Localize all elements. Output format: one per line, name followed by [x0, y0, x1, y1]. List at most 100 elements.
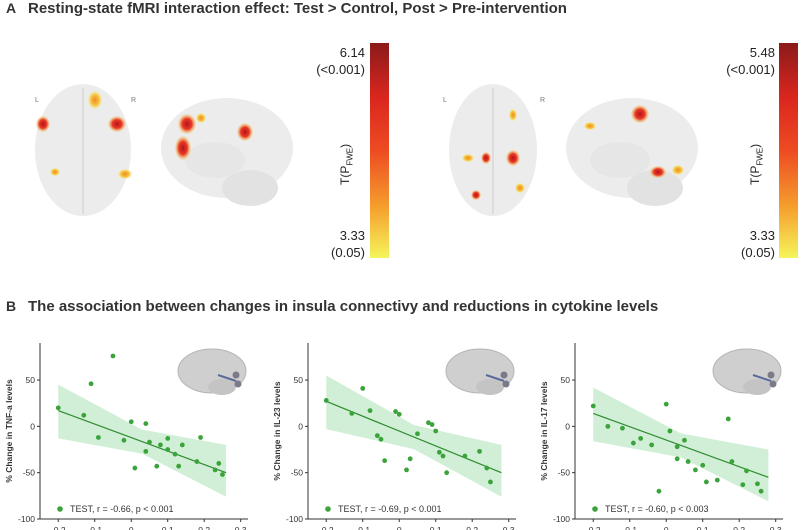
data-point: [630, 440, 636, 446]
x-tick-label: 0.2: [733, 525, 745, 530]
y-tick-label: 0: [298, 421, 303, 431]
data-point: [667, 428, 673, 434]
data-point: [638, 436, 644, 441]
y-tick-label: -50: [291, 468, 304, 478]
data-point: [147, 439, 152, 445]
data-point: [158, 442, 163, 448]
y-axis-label: % Change in TNF-a levels: [4, 379, 14, 483]
cbar-right-axis-main: T(P: [748, 165, 762, 185]
data-point: [55, 405, 61, 411]
y-axis-label: % Change in IL-23 levels: [272, 381, 282, 480]
brain-axial-view-right: [449, 84, 537, 216]
data-point: [393, 409, 398, 414]
cbar-left-axis-sub: FWE: [345, 147, 355, 166]
data-point: [172, 451, 178, 457]
confidence-band: [58, 384, 227, 497]
data-point: [656, 488, 662, 494]
regression-line: [593, 412, 769, 478]
cbar-right-axis-sub: FWE: [755, 147, 765, 166]
x-tick-label: 0.1: [162, 525, 174, 530]
scatter-plot-il-23: -100 -50 0 50 -0.2 -0.1 0 0.1 0.2 0.3 % Change in …: [272, 343, 516, 530]
data-point: [755, 481, 760, 487]
x-tick-label: -0.1: [87, 525, 102, 530]
confidence-band: [593, 387, 769, 502]
data-point: [693, 467, 698, 473]
scatter-plot-tnf-a: -100 -50 0 50 -0.2 -0.1 0 0.1 0.2 0.3 % Change in …: [4, 343, 248, 530]
brain-right-label-r: R: [540, 97, 546, 104]
data-point: [744, 468, 749, 474]
data-point: [700, 462, 706, 468]
cbar-right-axis-close: ): [748, 143, 762, 148]
data-point: [682, 437, 687, 443]
data-point: [176, 463, 182, 469]
cbar-left-bottom-value: 3.33: [339, 228, 365, 243]
data-point: [212, 467, 218, 473]
brain-sagittal-view-left: [161, 98, 293, 206]
data-point: [433, 428, 439, 434]
x-tick-label: 0.3: [770, 525, 782, 530]
data-point: [620, 425, 625, 431]
data-point: [165, 436, 171, 441]
brain-icon-node: [500, 371, 508, 379]
brain-axial-view-left: [35, 84, 132, 216]
brain-sagittal-view-right: [566, 98, 698, 206]
data-point: [88, 381, 94, 387]
x-tick-label: 0.1: [697, 525, 709, 530]
data-point: [605, 423, 611, 429]
data-point: [382, 458, 388, 464]
confidence-band: [326, 375, 502, 497]
y-tick-label: -100: [18, 514, 35, 524]
data-point: [444, 470, 450, 476]
cbar-right-axis-label: T(PFWE): [748, 144, 764, 185]
brain-insula-icon: [445, 348, 515, 395]
brain-right-label-l: L: [443, 97, 447, 104]
data-point: [685, 459, 691, 464]
y-tick-label: -50: [558, 468, 571, 478]
data-point: [81, 412, 87, 418]
cbar-left-top-p: (<0.001): [316, 62, 365, 77]
data-point: [128, 419, 134, 425]
data-point: [132, 465, 138, 471]
scatter-plot-il-17: -100 -50 0 50 -0.2 -0.1 0 0.1 0.2 0.3 % Change in …: [539, 343, 783, 530]
legend-label: TEST, r = -0.66, p < 0.001: [70, 504, 174, 514]
brain-icon-node: [234, 380, 242, 388]
brain-left-label-l: L: [35, 97, 39, 104]
cbar-left-top-value: 6.14: [339, 45, 365, 60]
cbar-left-axis-label: T(PFWE): [338, 144, 354, 185]
data-point: [360, 385, 366, 391]
cbar-left-axis-main: T(P: [338, 165, 352, 185]
x-tick-label: 0: [664, 525, 669, 530]
y-tick-label: 50: [561, 375, 571, 385]
panel-a-title: Resting-state fMRI interaction effect: T…: [28, 0, 567, 17]
data-point: [110, 353, 116, 359]
cbar-left-axis-close: ): [338, 143, 352, 148]
data-point: [674, 444, 680, 450]
brain-insula-icon: [177, 348, 247, 395]
panel-b-letter: B: [6, 298, 17, 314]
x-tick-label: 0.3: [235, 525, 247, 530]
brain-icon-cerebellum: [208, 379, 236, 395]
cbar-right-bottom-p: (0.05): [741, 245, 775, 260]
y-tick-label: 0: [565, 421, 570, 431]
brain-icon-node: [769, 380, 777, 388]
data-point: [374, 433, 380, 439]
data-point: [396, 411, 402, 417]
data-point: [462, 453, 468, 459]
x-tick-label: 0.2: [198, 525, 210, 530]
regression-line: [326, 400, 502, 474]
data-point: [407, 456, 413, 462]
data-point: [714, 477, 720, 483]
data-point: [429, 422, 435, 427]
data-point: [436, 449, 442, 455]
data-point: [725, 416, 731, 422]
data-point: [590, 403, 596, 409]
x-tick-label: -0.2: [319, 525, 334, 530]
brain-icon-node: [502, 380, 510, 388]
data-point: [484, 465, 490, 471]
data-point: [95, 435, 101, 440]
data-point: [488, 479, 493, 485]
x-tick-label: -0.1: [355, 525, 370, 530]
data-point: [649, 442, 655, 448]
brain-left-label-r: R: [131, 97, 137, 104]
data-point: [703, 479, 709, 485]
